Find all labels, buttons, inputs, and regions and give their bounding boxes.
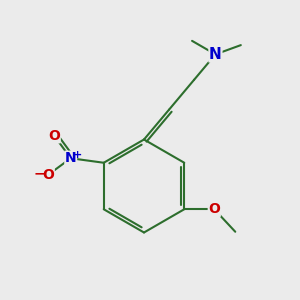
Text: O: O xyxy=(42,168,54,182)
Text: N: N xyxy=(65,151,76,165)
Text: O: O xyxy=(208,202,220,216)
Text: +: + xyxy=(73,150,82,160)
Text: N: N xyxy=(209,47,222,62)
Text: O: O xyxy=(48,129,60,143)
Text: −: − xyxy=(34,166,46,180)
